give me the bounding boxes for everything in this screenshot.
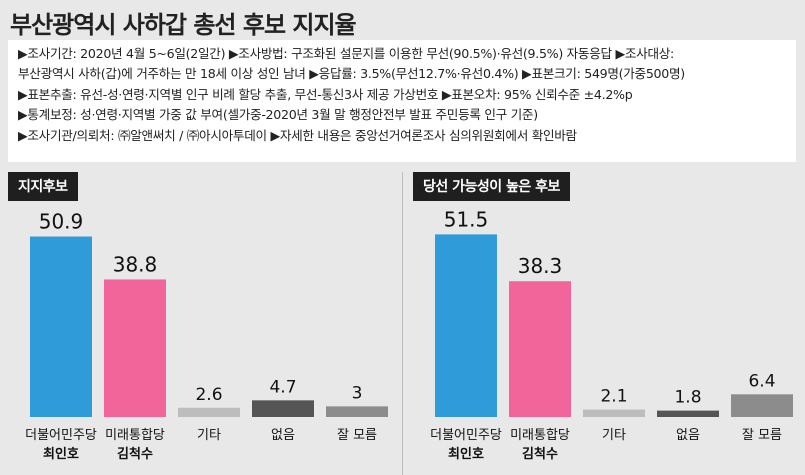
category-label: 더불어민주당: [430, 428, 502, 443]
bar: [178, 407, 240, 417]
category-label: 김척수: [522, 446, 558, 462]
category-label: 최인호: [448, 446, 484, 462]
chart-title: 지지후보: [8, 172, 78, 201]
category-label: 기타: [602, 428, 626, 443]
bar: [326, 406, 388, 417]
category-label: 없음: [676, 428, 700, 443]
data-label: 51.5: [444, 207, 489, 231]
bar: [435, 234, 497, 417]
survey-info-line: 부산광역시 사하(갑)에 거주하는 만 18세 이상 성인 남녀 ▶응답률: 3…: [18, 66, 685, 82]
category-label: 김척수: [117, 446, 153, 462]
survey-info-line: ▶조사기관/의뢰처: ㈜알앤써치 / ㈜아시아투데이 ▶자세한 내용은 중앙선거…: [18, 127, 577, 143]
data-label: 2.1: [600, 387, 627, 407]
bar: [104, 279, 166, 417]
category-label: 기타: [197, 428, 221, 443]
page-title: 부산광역시 사하갑 총선 후보 지지율: [10, 11, 357, 39]
survey-info-line: ▶통계보정: 성·연령·지역별 가중 값 부여(셀가중-2020년 3월 말 행…: [18, 107, 538, 123]
chart-title: 당선 가능성이 높은 후보: [413, 172, 570, 201]
category-label: 없음: [271, 428, 295, 443]
data-label: 1.8: [674, 388, 701, 408]
bar: [583, 409, 645, 417]
data-label: 2.6: [195, 385, 222, 405]
data-label: 3: [352, 383, 363, 403]
category-label: 더불어민주당: [25, 428, 97, 443]
bar: [30, 236, 92, 417]
category-label: 최인호: [43, 446, 79, 462]
survey-info-box: ▶조사기간: 2020년 4월 5~6일(2일간) ▶조사방법: 구조화된 설문…: [8, 40, 796, 162]
data-label: 6.4: [748, 371, 775, 391]
bar: [509, 281, 571, 417]
bar: [252, 400, 314, 417]
survey-info-line: ▶표본추출: 유선-성·연령·지역별 인구 비례 할당 추출, 무선-통신3사 …: [18, 86, 633, 102]
data-label: 38.8: [113, 252, 158, 276]
category-label: 잘 모름: [337, 428, 377, 443]
data-label: 38.3: [518, 254, 563, 278]
survey-info-line: ▶조사기간: 2020년 4월 5~6일(2일간) ▶조사방법: 구조화된 설문…: [18, 46, 674, 61]
bar: [731, 394, 793, 417]
bar: [657, 410, 719, 417]
data-label: 50.9: [39, 210, 84, 234]
panel-divider: [402, 172, 403, 475]
category-label: 미래통합당: [105, 428, 165, 443]
data-label: 4.7: [269, 377, 296, 397]
category-label: 잘 모름: [742, 428, 782, 443]
category-label: 미래통합당: [510, 428, 570, 443]
